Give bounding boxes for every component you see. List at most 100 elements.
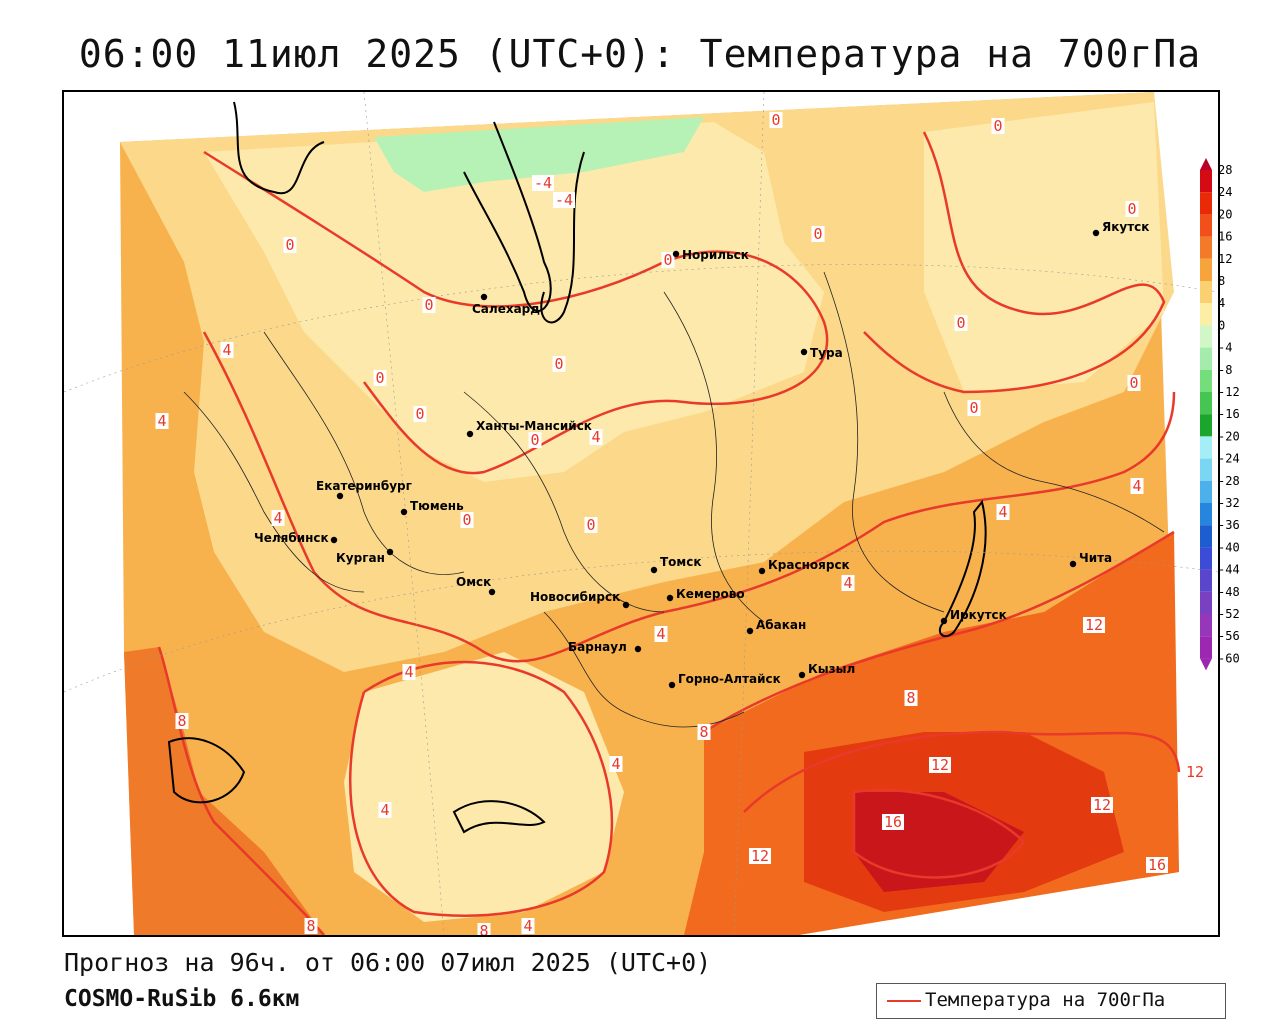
pale-zone-north — [204, 122, 824, 482]
contour-label: 0 — [663, 251, 672, 269]
contour-label-bg — [528, 432, 542, 448]
contour-16 — [852, 788, 1026, 879]
city-label: Салехард — [472, 302, 540, 316]
colorbar-swatch — [1200, 503, 1212, 526]
city-label: Норильск — [682, 248, 749, 262]
city-label: Горно-Алтайск — [678, 672, 781, 686]
contour-label: 4 — [591, 428, 600, 446]
colorbar-swatch — [1200, 614, 1212, 637]
contour-label-bg — [304, 918, 318, 934]
contour-label-bg — [1184, 764, 1206, 780]
colorbar-swatch — [1200, 347, 1212, 370]
city-label: Абакан — [756, 618, 806, 632]
colorbar-tick-label: -8 — [1218, 363, 1232, 377]
contour-label: 0 — [813, 225, 822, 243]
contour-label-bg — [749, 848, 771, 864]
contour-label: 0 — [956, 314, 965, 332]
coastlines — [167, 101, 987, 834]
contour-label-bg — [521, 918, 535, 934]
colorbar-swatch — [1200, 170, 1212, 193]
colorbar-swatch — [1200, 281, 1212, 304]
colorbar-tick-label: -16 — [1218, 407, 1240, 421]
contour-label-layer: 0 0 0 0 0 0 0 0 0 0 0 0 0 0 0 0 -4-4 4 4 4 4 4 4 4 4 4 4 4 4 8 8 8 8 8 12 1… — [155, 111, 1206, 935]
colorbar-swatch — [1200, 214, 1212, 237]
contour-label-bg — [1083, 617, 1105, 633]
contour-label-bg — [996, 504, 1010, 520]
contour-label: 4 — [380, 801, 389, 819]
contour-label-bg — [882, 814, 904, 830]
contour-label: 4 — [273, 509, 282, 527]
colorbar-swatch — [1200, 525, 1212, 548]
legend-label: Температура на 700гПа — [925, 989, 1166, 1011]
colorbar-top-arrow — [1200, 158, 1212, 170]
contour-label-bg — [155, 413, 169, 429]
contour-label: 0 — [554, 355, 563, 373]
city-label: Екатеринбург — [316, 479, 412, 493]
colorbar-tick-label: -32 — [1218, 496, 1240, 510]
contour-label: 4 — [523, 917, 532, 935]
contour-label-bg — [1130, 478, 1144, 494]
forecast-map: 0 0 0 0 0 0 0 0 0 0 0 0 0 0 0 0 -4 -4 4 4 4 4 4 4 4 4 4 4 4 4 8 8 8 8 8 12 1… — [62, 90, 1220, 937]
contour-label-bg — [271, 510, 285, 526]
city-marker — [668, 681, 676, 689]
colorbar-tick-label: 16 — [1218, 230, 1232, 244]
colorbar-tick-label: -44 — [1218, 563, 1240, 577]
city-label: Тюмень — [410, 499, 464, 513]
city-label: Омск — [456, 575, 491, 589]
city-label: Красноярск — [768, 558, 850, 572]
colorbar-tick-label: 4 — [1218, 296, 1225, 310]
colorbar-tick-label: -60 — [1218, 651, 1240, 665]
contour-label-bg — [422, 297, 436, 313]
colorbar-swatch — [1200, 480, 1212, 503]
colorbar-tick-label: -12 — [1218, 385, 1240, 399]
contour-0-east — [863, 131, 1166, 394]
contour-label-bg — [769, 112, 783, 128]
contour-label: 0 — [586, 516, 595, 534]
contour-label: 8 — [306, 917, 315, 935]
contour-label: 8 — [177, 712, 186, 730]
city-label: Кемерово — [676, 587, 745, 601]
city-label: Кызыл — [808, 662, 855, 676]
city-marker — [1069, 560, 1077, 568]
city-label: Курган — [336, 551, 385, 565]
colorbar-tick-label: -48 — [1218, 585, 1240, 599]
colorbar-swatch — [1200, 258, 1212, 281]
colorbar-tick-label: 12 — [1218, 252, 1232, 266]
city-marker — [336, 492, 344, 500]
contour-label: 4 — [404, 663, 413, 681]
contour-label: 4 — [998, 503, 1007, 521]
city-marker — [672, 250, 680, 258]
city-marker — [622, 601, 630, 609]
city-label: Новосибирск — [530, 590, 620, 604]
colorbar-swatch — [1200, 636, 1212, 659]
contour-label: 0 — [375, 369, 384, 387]
colorbar-tick-label: -4 — [1218, 341, 1232, 355]
colorbar-swatch — [1200, 591, 1212, 614]
contour-label: 0 — [969, 399, 978, 417]
lake-balkhash — [452, 800, 546, 834]
contour-label: 12 — [751, 847, 769, 865]
contour-label-bg — [841, 575, 855, 591]
city-marker — [330, 536, 338, 544]
contour-label: 12 — [1186, 763, 1204, 781]
contour-label: 12 — [931, 756, 949, 774]
contour-label: 4 — [157, 412, 166, 430]
city-label: Ханты-Мансийск — [476, 419, 592, 433]
contour-label: 0 — [1129, 374, 1138, 392]
colorbar-swatch — [1200, 303, 1212, 326]
colorbar-tick-label: -40 — [1218, 540, 1240, 554]
contour-label: 0 — [462, 511, 471, 529]
contour-label: 0 — [424, 296, 433, 314]
contour-8-southeast — [703, 530, 1175, 734]
lake-baikal — [938, 499, 987, 638]
city-label: Томск — [660, 555, 702, 569]
colorbar-swatch — [1200, 236, 1212, 259]
contour-label-bg — [1127, 375, 1141, 391]
contour-4-main — [202, 331, 1176, 663]
colorbar-tick-label: 0 — [1218, 318, 1225, 332]
city-marker — [386, 548, 394, 556]
colorbar-swatch — [1200, 192, 1212, 215]
contour-label-bg — [697, 724, 711, 740]
city-layer: Норильск Салехард Тура Якутск Ханты-Мансийск… — [254, 220, 1149, 689]
contour-label-bg — [477, 923, 491, 935]
